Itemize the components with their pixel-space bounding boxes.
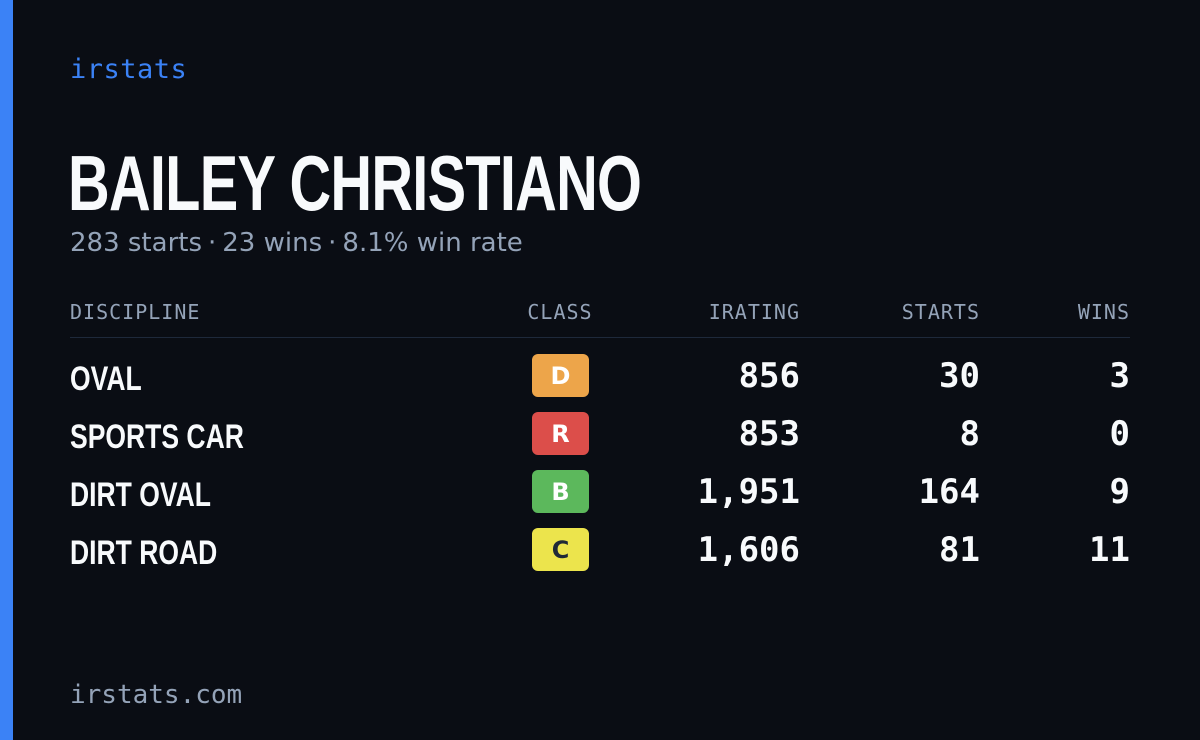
discipline-label: DIRT ROAD: [70, 534, 218, 572]
wins-value: 11: [1089, 530, 1130, 570]
discipline-label: DIRT OVAL: [70, 476, 211, 514]
header-wins: WINS: [1077, 300, 1130, 324]
header-discipline: DISCIPLINE: [70, 300, 201, 324]
class-badge: R: [532, 412, 589, 455]
class-badge: D: [532, 354, 589, 397]
header-divider: [70, 337, 1130, 338]
summary-separator: ·: [328, 228, 337, 258]
irating-value: 1,606: [697, 530, 800, 570]
table-row: OVAL D 856 30 3: [0, 354, 1200, 412]
starts-value: 8: [959, 414, 980, 454]
accent-bar: [0, 0, 13, 740]
table-row: SPORTS CAR R 853 8 0: [0, 412, 1200, 470]
class-badge: B: [532, 470, 589, 513]
irating-value: 853: [738, 414, 800, 454]
starts-value: 81: [939, 530, 980, 570]
irating-value: 856: [738, 356, 800, 396]
class-badge: C: [532, 528, 589, 571]
footer-url: irstats.com: [70, 680, 243, 710]
brand-logo-text: irstats: [70, 54, 188, 85]
header-irating: IRATING: [708, 300, 800, 324]
header-starts: STARTS: [901, 300, 980, 324]
summary-wins: 23 wins: [222, 228, 323, 258]
wins-value: 0: [1109, 414, 1130, 454]
table-row: DIRT OVAL B 1,951 164 9: [0, 470, 1200, 528]
irating-value: 1,951: [697, 472, 800, 512]
table-row: DIRT ROAD C 1,606 81 11: [0, 528, 1200, 586]
discipline-label: SPORTS CAR: [70, 418, 244, 456]
summary-win-rate: 8.1% win rate: [342, 228, 523, 258]
driver-name: BAILEY CHRISTIANO: [68, 139, 642, 227]
wins-value: 3: [1109, 356, 1130, 396]
discipline-label: OVAL: [70, 360, 142, 398]
driver-summary: 283 starts · 23 wins · 8.1% win rate: [70, 228, 523, 258]
wins-value: 9: [1109, 472, 1130, 512]
summary-separator: ·: [208, 228, 217, 258]
starts-value: 164: [918, 472, 980, 512]
starts-value: 30: [939, 356, 980, 396]
header-class: CLASS: [527, 300, 593, 324]
summary-starts: 283 starts: [70, 228, 202, 258]
